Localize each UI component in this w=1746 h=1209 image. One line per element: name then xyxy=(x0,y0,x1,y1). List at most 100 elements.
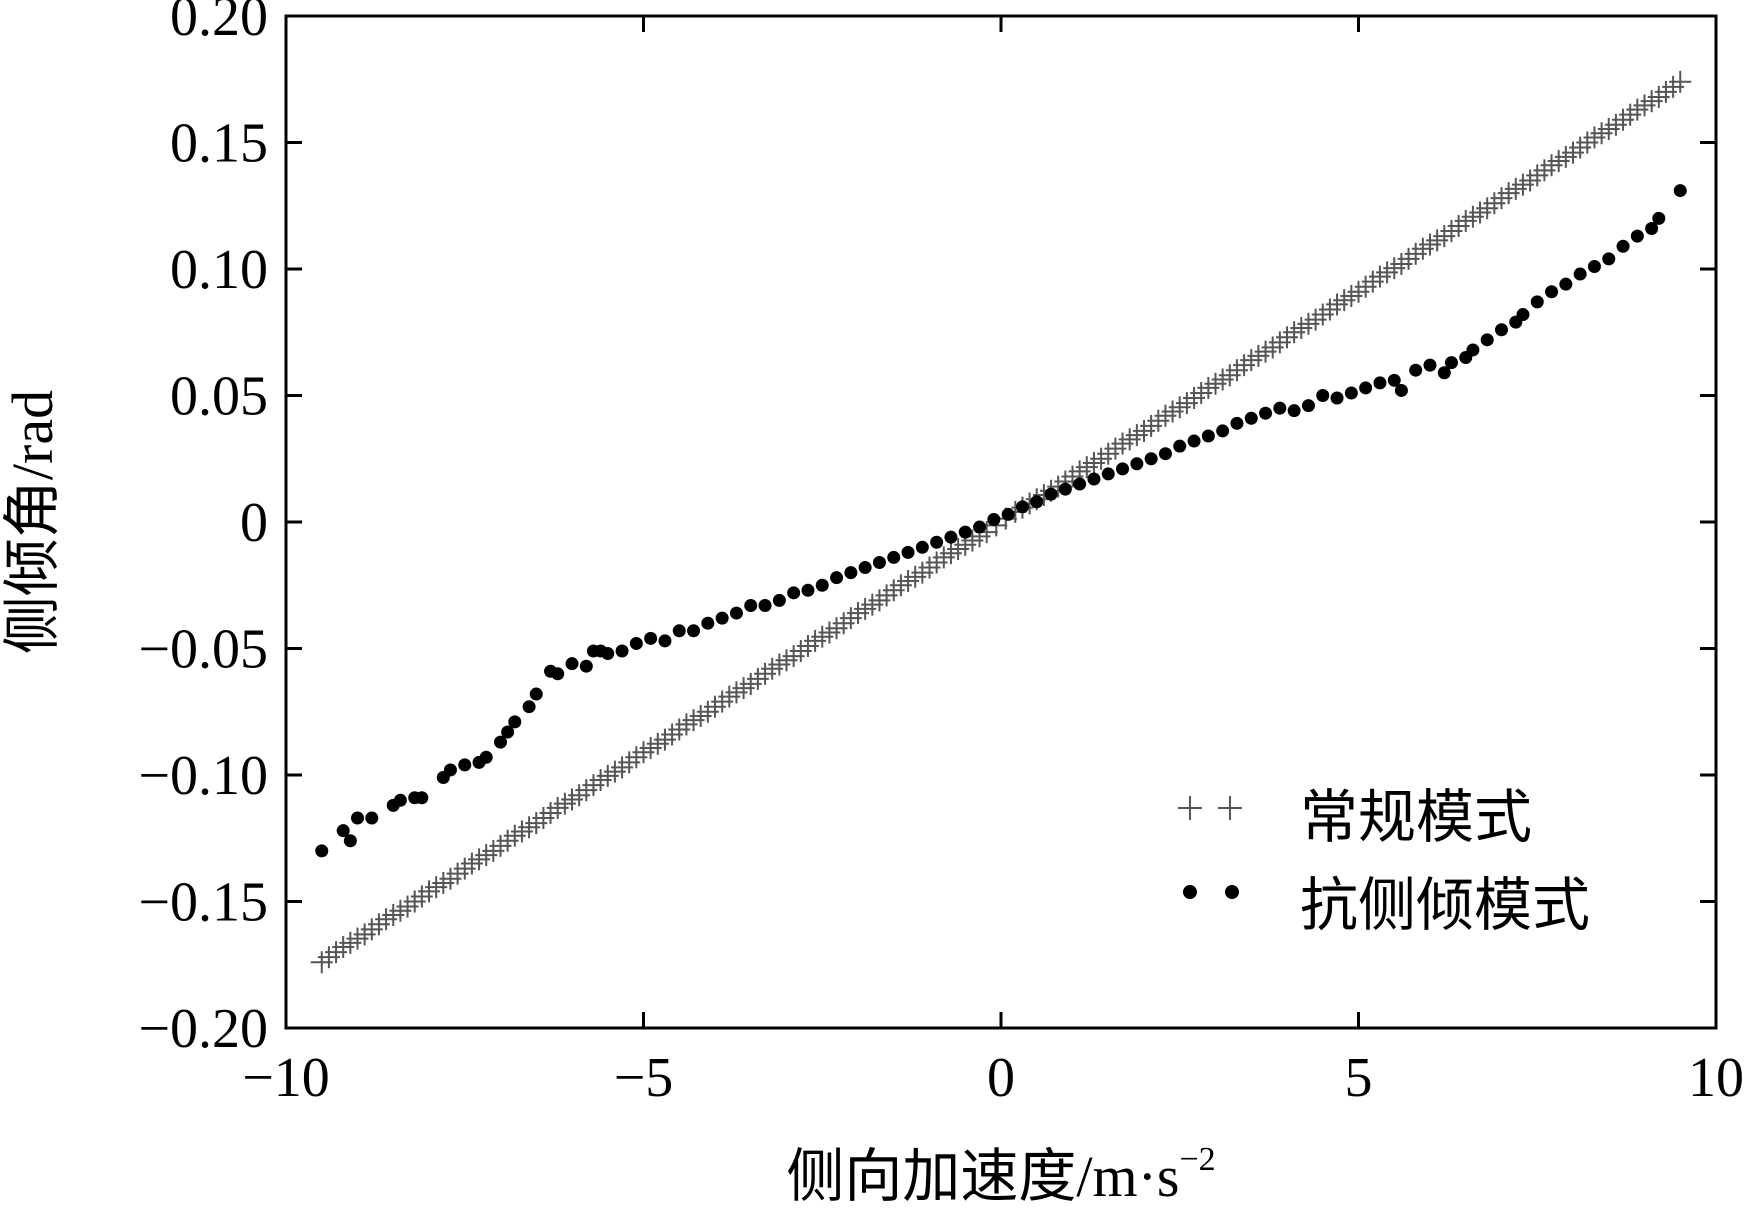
data-point-dot xyxy=(1144,452,1158,466)
data-point-dot xyxy=(801,583,815,597)
data-point-dot xyxy=(522,700,536,714)
data-point-dot xyxy=(1130,457,1144,471)
data-point-dot xyxy=(1466,343,1480,357)
data-point-dot xyxy=(551,667,565,681)
data-point-dot xyxy=(858,561,872,575)
data-point-dot xyxy=(1645,222,1659,236)
data-point-dot xyxy=(1423,358,1437,372)
data-point-dot xyxy=(715,611,729,625)
y-tick-label: −0.15 xyxy=(138,872,268,934)
data-point-dot xyxy=(1015,500,1029,514)
y-tick-label: −0.05 xyxy=(138,619,268,681)
data-point-dot xyxy=(1287,404,1301,418)
data-point-dot xyxy=(365,811,379,825)
data-point-dot xyxy=(443,763,457,777)
data-point-dot xyxy=(615,644,629,658)
legend-marker-plus-0 xyxy=(1178,796,1242,820)
data-point-dot xyxy=(565,657,579,671)
axes-frame xyxy=(284,14,1718,1030)
y-tick-label: −0.20 xyxy=(138,998,268,1060)
data-point-dot xyxy=(944,530,958,544)
data-point-dot xyxy=(1409,363,1423,377)
x-tick-label: 10 xyxy=(1688,1047,1744,1109)
y-tick-labels: −0.20 −0.15 −0.10 −0.05 0 0.05 0.10 0.15 0.20 xyxy=(138,0,268,1060)
data-point-dot xyxy=(1273,401,1287,415)
legend-dot-a xyxy=(1183,885,1197,899)
data-point-dot xyxy=(1087,472,1101,486)
data-point-dot xyxy=(1330,391,1344,405)
data-point-dot xyxy=(930,535,944,549)
data-point-dot xyxy=(1652,211,1666,225)
data-point-dot xyxy=(1259,406,1273,420)
data-point-dot xyxy=(1359,381,1373,395)
data-point-dot xyxy=(1301,399,1315,413)
data-point-dot xyxy=(1216,424,1230,438)
y-tick-label: 0.15 xyxy=(170,113,268,175)
data-point-dot xyxy=(1373,376,1387,390)
data-point-dot xyxy=(315,844,329,858)
legend-label-0: 常规模式 xyxy=(1300,785,1532,850)
data-point-dot xyxy=(1387,373,1401,387)
data-point-dot xyxy=(1030,495,1044,509)
legend: 常规模式 抗侧倾模式 xyxy=(1178,785,1590,938)
data-point-dot xyxy=(1616,239,1630,253)
data-point-dot xyxy=(701,616,715,630)
data-point-dot xyxy=(973,520,987,534)
series-1 xyxy=(315,184,1687,858)
data-point-dot xyxy=(629,636,643,650)
data-point-dot xyxy=(844,566,858,580)
data-point-dot xyxy=(1530,295,1544,309)
data-point-dot xyxy=(887,550,901,564)
data-point-dot xyxy=(1158,447,1172,461)
data-point-dot xyxy=(1559,277,1573,291)
x-tick-labels: −10 −5 0 5 10 xyxy=(242,1047,1744,1109)
data-point-dot xyxy=(393,793,407,807)
data-point-dot xyxy=(772,593,786,607)
x-tick-label: −5 xyxy=(614,1047,674,1109)
series-0 xyxy=(310,70,1692,974)
data-point-dot xyxy=(758,598,772,612)
data-point-dot xyxy=(1587,259,1601,273)
data-point-dot xyxy=(1480,333,1494,347)
x-axis-label-text: 侧向加速度/m·s xyxy=(786,1144,1179,1209)
y-tick-label: 0 xyxy=(240,492,268,554)
data-point-dot xyxy=(415,791,429,805)
legend-label-1: 抗侧倾模式 xyxy=(1300,873,1590,938)
svg-text:侧向加速度/m·s−2: 侧向加速度/m·s−2 xyxy=(786,1141,1215,1209)
y-tick-label: 0.05 xyxy=(170,366,268,428)
legend-dot-b xyxy=(1225,885,1239,899)
data-point-dot xyxy=(915,540,929,554)
data-point-dot xyxy=(508,715,522,729)
data-point-dot xyxy=(1516,308,1530,322)
data-point-dot xyxy=(1573,267,1587,281)
data-point-dot xyxy=(1444,356,1458,370)
data-point-dot xyxy=(1116,462,1130,476)
y-tick-label: −0.10 xyxy=(138,745,268,807)
x-tick-label: 5 xyxy=(1345,1047,1373,1109)
legend-item-0: 常规模式 xyxy=(1178,785,1532,850)
legend-marker-dot-1 xyxy=(1183,885,1239,899)
data-point-dot xyxy=(1495,323,1508,337)
data-point-dot xyxy=(1230,416,1244,430)
data-point-dot xyxy=(672,624,686,638)
data-point-dot xyxy=(1001,507,1015,521)
data-point-dot xyxy=(1201,429,1215,443)
data-point-dot xyxy=(479,750,493,764)
legend-item-1: 抗侧倾模式 xyxy=(1183,873,1590,938)
data-point-dot xyxy=(1437,366,1451,380)
x-axis-label-superscript: −2 xyxy=(1179,1141,1215,1178)
data-point-dot xyxy=(1101,467,1115,481)
data-point-dot xyxy=(744,598,758,612)
data-point-plus xyxy=(1669,70,1692,93)
data-point-dot xyxy=(1187,434,1201,448)
data-point-dot xyxy=(601,647,615,661)
data-point-dot xyxy=(901,545,915,559)
data-point-dot xyxy=(1602,252,1616,266)
data-point-dot xyxy=(687,624,701,638)
data-point-dot xyxy=(787,586,801,600)
legend-plus-a xyxy=(1178,796,1202,820)
data-point-dot xyxy=(501,725,515,739)
data-point-dot xyxy=(1344,386,1358,400)
data-point-dot xyxy=(336,824,350,838)
data-point-dot xyxy=(1058,482,1072,496)
